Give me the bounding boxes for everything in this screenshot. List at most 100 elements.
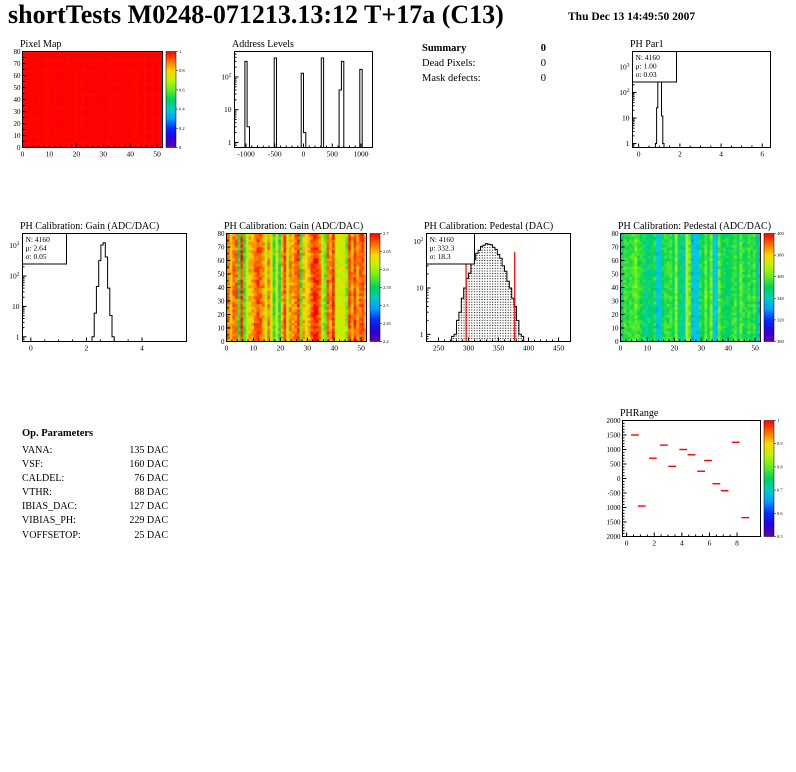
svg-text:10: 10 <box>218 325 226 333</box>
op-parameters-title: Op. Parameters <box>22 428 94 439</box>
svg-text:50: 50 <box>751 344 759 353</box>
svg-text:σ: 0.03: σ: 0.03 <box>636 70 657 79</box>
svg-text:30: 30 <box>218 298 226 306</box>
svg-text:10: 10 <box>612 325 620 333</box>
address-levels-histogram: Address Levels -1000 -500 0 500 1000 1 10 102 <box>206 38 378 160</box>
svg-text:30: 30 <box>612 298 620 306</box>
op-param-value: 135 DAC <box>129 445 168 457</box>
svg-text:10: 10 <box>224 105 232 114</box>
svg-text:102: 102 <box>9 271 20 280</box>
svg-text:70: 70 <box>14 60 22 68</box>
svg-text:10: 10 <box>46 150 54 159</box>
svg-text:30: 30 <box>14 108 22 116</box>
summary-header-row: Summary 0 <box>422 43 546 54</box>
svg-text:102: 102 <box>413 237 424 246</box>
svg-text:N: 4160: N: 4160 <box>636 53 661 62</box>
svg-text:μ: 332.3: μ: 332.3 <box>430 244 455 253</box>
svg-text:450: 450 <box>553 344 565 353</box>
op-param-row: VSF: 160 DAC <box>22 460 168 471</box>
svg-text:10: 10 <box>644 344 652 353</box>
svg-text:μ: 1.00: μ: 1.00 <box>636 62 657 71</box>
svg-text:400: 400 <box>523 344 535 353</box>
op-parameters-panel: Op. Parameters VANA: 135 DAC VSF: 160 DAC … <box>22 428 168 545</box>
summary-title: Summary <box>422 43 467 54</box>
svg-text:0: 0 <box>29 344 33 353</box>
svg-text:10: 10 <box>12 302 20 311</box>
svg-text:103: 103 <box>619 62 630 71</box>
svg-text:-1000: -1000 <box>237 150 255 159</box>
svg-text:-500: -500 <box>608 490 621 498</box>
svg-text:300: 300 <box>777 339 785 344</box>
svg-text:80: 80 <box>218 230 226 238</box>
svg-text:20: 20 <box>14 120 22 128</box>
svg-text:Pixel Map: Pixel Map <box>20 39 61 50</box>
svg-text:20: 20 <box>612 311 620 319</box>
ph-calibration-gain-heatmap: PH Calibration: Gain (ADC/DAC) 0 10 20 30 40 5… <box>202 218 398 354</box>
svg-text:0: 0 <box>179 145 182 150</box>
dead-pixels-value: 0 <box>540 58 546 70</box>
svg-text:250: 250 <box>433 344 445 353</box>
svg-text:2.5: 2.5 <box>383 303 389 308</box>
svg-text:μ: 2.64: μ: 2.64 <box>26 244 47 253</box>
svg-text:1000: 1000 <box>354 150 369 159</box>
svg-text:2: 2 <box>85 344 89 353</box>
svg-text:30: 30 <box>698 344 706 353</box>
svg-text:1: 1 <box>420 330 424 339</box>
op-param-value: 25 DAC <box>134 529 168 541</box>
op-param-row: CALDEL: 76 DAC <box>22 474 168 485</box>
svg-text:320: 320 <box>777 317 785 322</box>
svg-text:1: 1 <box>626 139 630 148</box>
svg-text:1000: 1000 <box>607 446 622 454</box>
page-title: shortTests M0248-071213.13:12 T+17a (C13… <box>8 0 504 29</box>
svg-text:350: 350 <box>493 344 505 353</box>
svg-text:40: 40 <box>126 150 134 159</box>
svg-text:1000: 1000 <box>607 504 622 512</box>
svg-text:0.9: 0.9 <box>777 441 783 446</box>
ph-calibration-pedestal-heatmap: PH Calibration: Pedestal (ADC/DAC) 0 10 20 3… <box>596 218 792 354</box>
svg-text:1: 1 <box>228 138 232 147</box>
svg-text:0: 0 <box>637 150 641 159</box>
svg-text:2.65: 2.65 <box>383 249 392 254</box>
svg-text:50: 50 <box>153 150 161 159</box>
svg-text:0: 0 <box>225 344 229 353</box>
svg-text:6: 6 <box>708 539 712 548</box>
svg-text:0.5: 0.5 <box>777 534 783 539</box>
svg-text:PHRange: PHRange <box>620 408 659 419</box>
svg-text:4: 4 <box>719 150 723 159</box>
svg-text:0.2: 0.2 <box>179 126 185 131</box>
svg-text:2000: 2000 <box>607 417 622 425</box>
svg-text:2: 2 <box>678 150 682 159</box>
ph-par1-histogram: PH Par1 0 2 4 6 1 10 102 103 N: 4160 μ: 1.00 σ: 0.0… <box>604 38 776 160</box>
svg-text:σ: 18.3: σ: 18.3 <box>430 252 451 261</box>
ph-calibration-gain-histogram: PH Calibration: Gain (ADC/DAC) 0 2 4 1 10 102 1… <box>0 218 194 354</box>
svg-text:50: 50 <box>218 271 226 279</box>
svg-text:4: 4 <box>140 344 144 353</box>
svg-text:1: 1 <box>179 49 181 54</box>
svg-text:30: 30 <box>100 150 108 159</box>
svg-text:20: 20 <box>218 311 226 319</box>
svg-text:N: 4160: N: 4160 <box>430 235 455 244</box>
svg-text:Address Levels: Address Levels <box>232 39 294 50</box>
op-param-value: 76 DAC <box>134 473 168 485</box>
svg-text:2.45: 2.45 <box>383 321 392 326</box>
svg-text:0: 0 <box>625 539 629 548</box>
svg-text:-500: -500 <box>268 150 282 159</box>
mask-defects-label: Mask defects: <box>422 73 481 85</box>
svg-text:50: 50 <box>612 271 620 279</box>
svg-text:0: 0 <box>617 475 621 483</box>
svg-text:0.4: 0.4 <box>179 107 185 112</box>
svg-text:N: 4160: N: 4160 <box>26 235 51 244</box>
svg-text:80: 80 <box>14 48 22 56</box>
svg-text:PH Par1: PH Par1 <box>630 39 664 50</box>
svg-text:10: 10 <box>14 132 22 140</box>
svg-text:0: 0 <box>615 338 619 346</box>
svg-text:360: 360 <box>777 274 785 279</box>
svg-text:60: 60 <box>14 72 22 80</box>
svg-text:60: 60 <box>612 257 620 265</box>
svg-text:PH Calibration: Gain (ADC/DAC): PH Calibration: Gain (ADC/DAC) <box>224 221 363 232</box>
svg-text:60: 60 <box>218 257 226 265</box>
svg-text:40: 40 <box>612 284 620 292</box>
svg-text:380: 380 <box>777 253 785 258</box>
svg-text:1: 1 <box>777 418 779 423</box>
